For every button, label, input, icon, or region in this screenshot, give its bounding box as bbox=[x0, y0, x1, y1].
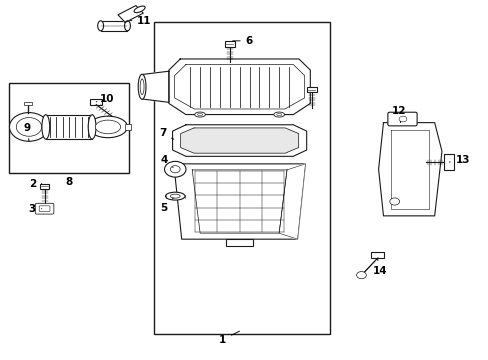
Bar bbox=[125, 124, 131, 130]
Circle shape bbox=[164, 161, 185, 177]
Text: 2: 2 bbox=[29, 179, 41, 189]
Circle shape bbox=[389, 198, 399, 205]
Text: 6: 6 bbox=[232, 36, 252, 46]
FancyBboxPatch shape bbox=[35, 203, 54, 214]
Bar bbox=[444, 154, 453, 170]
Ellipse shape bbox=[140, 79, 144, 95]
Text: 13: 13 bbox=[448, 155, 469, 165]
FancyBboxPatch shape bbox=[387, 112, 416, 126]
Text: 12: 12 bbox=[391, 106, 406, 123]
Circle shape bbox=[170, 166, 180, 173]
Circle shape bbox=[16, 118, 41, 136]
Polygon shape bbox=[173, 164, 305, 239]
Text: 1: 1 bbox=[219, 331, 239, 345]
Ellipse shape bbox=[165, 192, 184, 200]
FancyBboxPatch shape bbox=[40, 184, 49, 189]
Text: 7: 7 bbox=[159, 129, 173, 139]
Polygon shape bbox=[142, 71, 168, 102]
Polygon shape bbox=[168, 59, 310, 114]
Text: 3: 3 bbox=[29, 204, 41, 214]
Ellipse shape bbox=[124, 21, 130, 31]
Ellipse shape bbox=[42, 115, 50, 139]
Ellipse shape bbox=[197, 113, 202, 116]
Circle shape bbox=[356, 271, 366, 279]
FancyBboxPatch shape bbox=[306, 87, 316, 93]
Ellipse shape bbox=[276, 113, 281, 116]
Polygon shape bbox=[174, 64, 304, 109]
Ellipse shape bbox=[95, 120, 121, 134]
Polygon shape bbox=[378, 123, 441, 216]
Circle shape bbox=[9, 113, 48, 141]
Ellipse shape bbox=[273, 112, 284, 117]
Ellipse shape bbox=[88, 115, 96, 139]
Ellipse shape bbox=[138, 74, 146, 99]
Ellipse shape bbox=[170, 194, 180, 198]
Text: 10: 10 bbox=[96, 94, 114, 104]
Polygon shape bbox=[279, 164, 305, 239]
Text: 8: 8 bbox=[65, 177, 72, 187]
Bar bbox=[46, 115, 92, 139]
FancyBboxPatch shape bbox=[39, 206, 50, 212]
FancyBboxPatch shape bbox=[224, 41, 234, 46]
Ellipse shape bbox=[98, 21, 103, 31]
Polygon shape bbox=[172, 125, 306, 156]
Text: 5: 5 bbox=[160, 198, 173, 213]
Bar bbox=[90, 99, 102, 105]
Ellipse shape bbox=[194, 112, 205, 117]
Ellipse shape bbox=[134, 6, 145, 13]
Text: 9: 9 bbox=[24, 123, 31, 141]
Circle shape bbox=[398, 116, 406, 122]
Text: 4: 4 bbox=[160, 155, 173, 167]
Text: 14: 14 bbox=[372, 259, 386, 276]
Ellipse shape bbox=[88, 116, 127, 138]
Bar bbox=[226, 239, 252, 246]
Bar bbox=[370, 252, 384, 258]
Bar bbox=[24, 102, 32, 105]
Text: 11: 11 bbox=[130, 17, 151, 27]
Polygon shape bbox=[192, 170, 286, 233]
Bar bbox=[9, 83, 129, 173]
Bar bbox=[154, 22, 329, 334]
Bar bbox=[101, 21, 127, 31]
Polygon shape bbox=[180, 128, 298, 153]
Polygon shape bbox=[118, 5, 143, 22]
